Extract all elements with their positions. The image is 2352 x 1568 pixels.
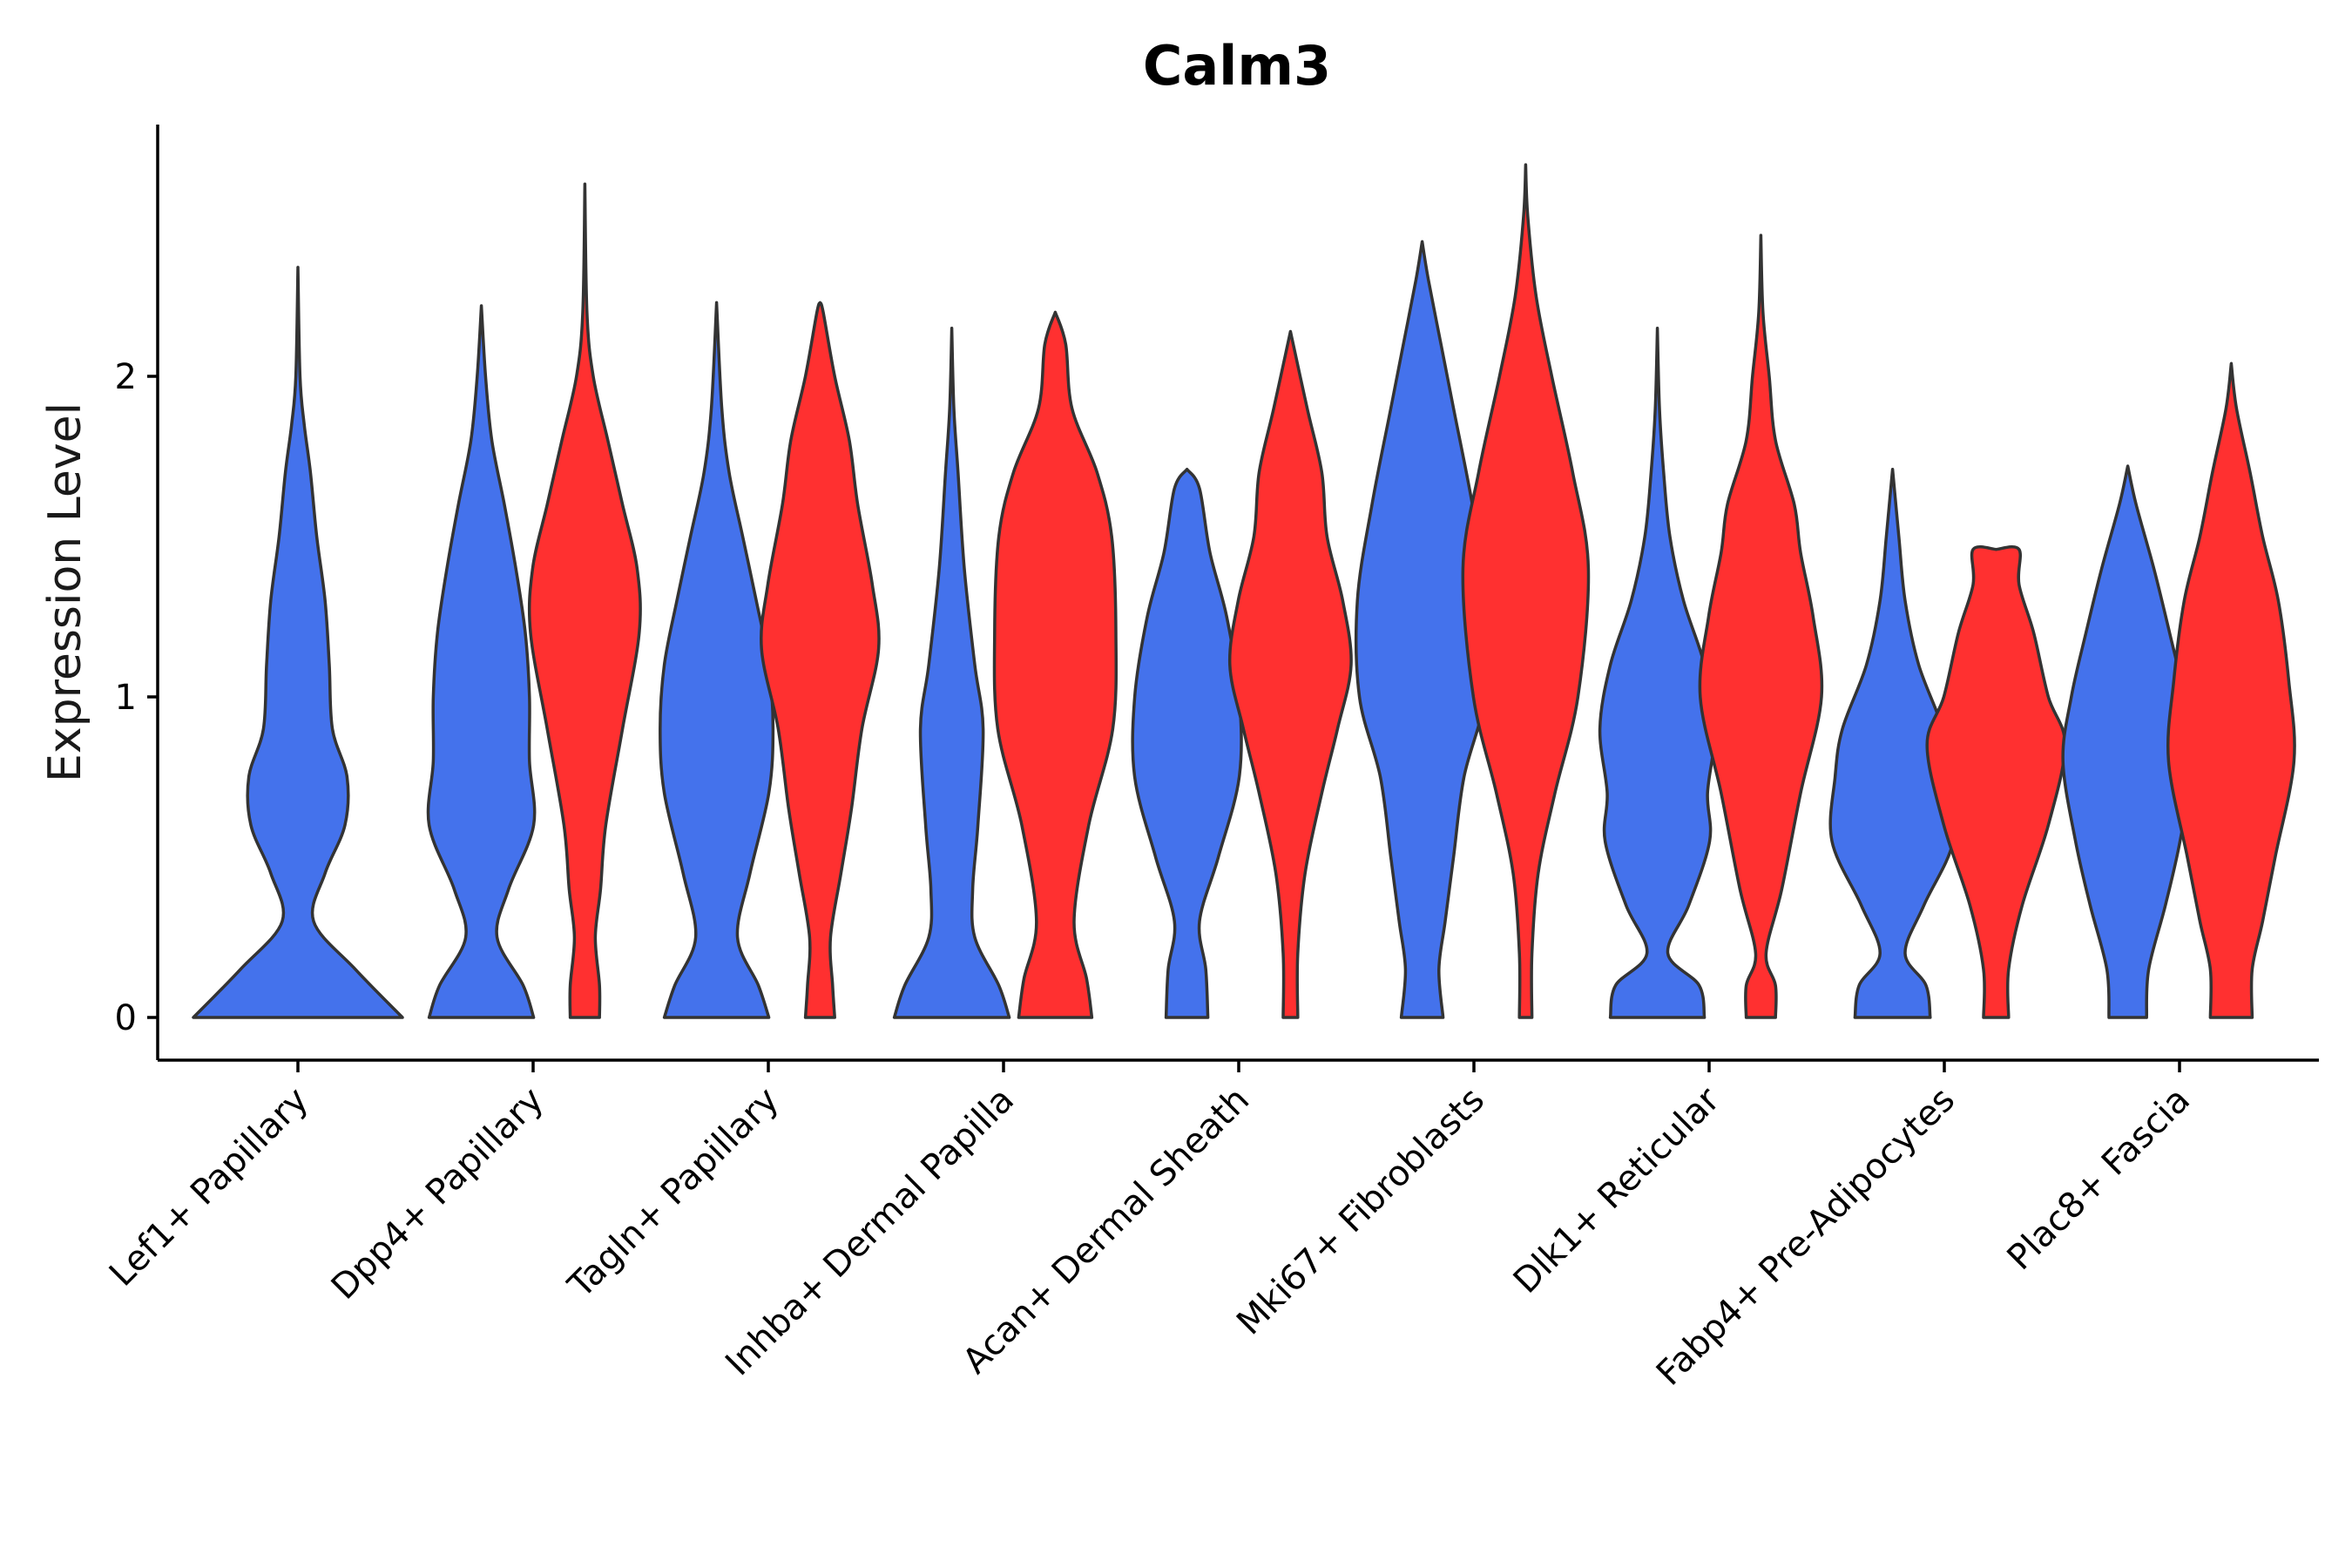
y-tick-label: 0 (115, 998, 137, 1038)
x-ticks: Lef1+ Papillary Dpp4+ Papillary Tagln+ Pap… (102, 1060, 2198, 1394)
violin-7-b (1698, 233, 1824, 1019)
y-tick-label: 2 (115, 357, 137, 397)
y-axis-label: Expression Level (39, 402, 91, 782)
violin-6-b (1461, 163, 1591, 1019)
violin-3-b (760, 301, 881, 1019)
x-tick-label: Lef1+ Papillary (102, 1080, 316, 1294)
violin-3-a (659, 301, 775, 1019)
x-tick-label: Dpp4+ Papillary (324, 1080, 551, 1308)
violin-group (192, 163, 2296, 1019)
y-ticks: 0 1 2 (115, 357, 158, 1038)
violin-1-a (192, 266, 404, 1019)
violin-7-a (1598, 327, 1717, 1019)
violin-4-b (992, 310, 1119, 1019)
x-tick-label: Dlk1+ Reticular (1506, 1079, 1728, 1301)
x-tick-label: Mki67+ Fibroblasts (1229, 1080, 1492, 1343)
violin-8-a (1828, 467, 1957, 1019)
violin-8-b (1925, 545, 2067, 1019)
violin-2-a (426, 304, 537, 1019)
violin-4-a (892, 327, 1011, 1019)
violin-2-b (527, 182, 642, 1019)
violin-6-a (1355, 240, 1490, 1019)
x-tick-label: Plac8+ Fascia (2000, 1080, 2199, 1279)
x-tick-label: Tagln+ Papillary (560, 1080, 787, 1307)
violin-5-a (1131, 467, 1243, 1019)
y-tick-label: 1 (115, 678, 137, 718)
chart-title: Calm3 (1143, 34, 1331, 98)
violin-9-a (2061, 464, 2194, 1019)
violin-5-b (1227, 329, 1353, 1019)
violin-9-b (2166, 362, 2296, 1019)
